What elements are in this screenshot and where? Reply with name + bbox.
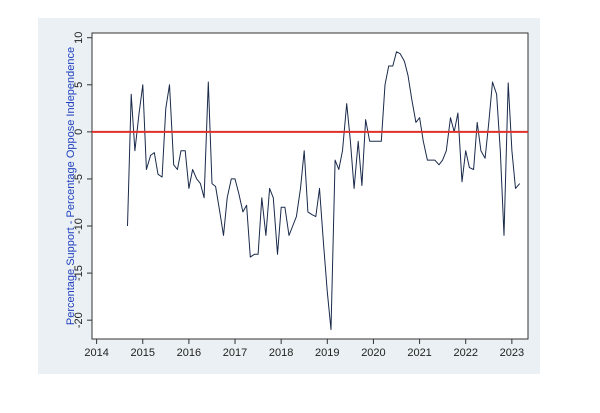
y-tick-label: -15	[73, 265, 85, 281]
y-axis-ticks: 10 5 0 -5 -10 -15 -20	[73, 32, 92, 328]
x-tick-label: 2022	[453, 347, 477, 359]
y-tick-label: -10	[73, 218, 85, 234]
y-tick-label: -5	[73, 174, 85, 184]
y-tick-label: 0	[73, 129, 85, 135]
x-tick-label: 2016	[177, 347, 201, 359]
y-tick-label: 10	[73, 32, 85, 44]
x-tick-label: 2014	[84, 347, 108, 359]
x-tick-label: 2020	[361, 347, 385, 359]
x-tick-label: 2021	[407, 347, 431, 359]
x-tick-label: 2018	[269, 347, 293, 359]
x-axis-ticks: 2014 2015 2016 2017 2018 2019 2020 2021 2022 2023	[84, 339, 524, 359]
x-tick-label: 2017	[223, 347, 247, 359]
y-tick-label: 5	[73, 82, 85, 88]
plot-background	[91, 32, 529, 340]
x-tick-label: 2015	[131, 347, 155, 359]
x-tick-label: 2019	[315, 347, 339, 359]
y-tick-label: -20	[73, 312, 85, 328]
x-tick-label: 2023	[500, 347, 524, 359]
y-axis-label: Percentage Support - Percentage Oppose I…	[65, 47, 77, 325]
